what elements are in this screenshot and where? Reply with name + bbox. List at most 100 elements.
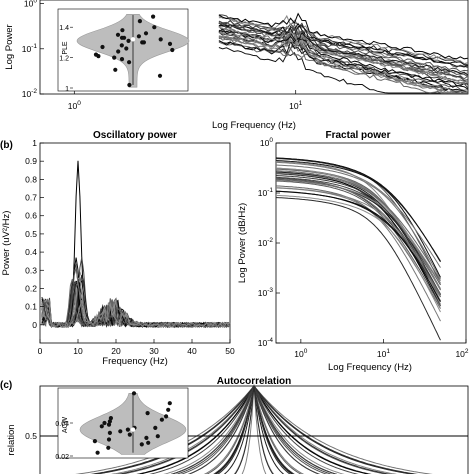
- panel-a-x-tick-label: 100: [68, 100, 81, 111]
- panel-fractal-series-line: [276, 197, 441, 341]
- panel-c-series-line: [180, 384, 328, 474]
- panel-c-title: Autocorrelation: [217, 376, 291, 387]
- panel-fractal-ticks: 100 101 102 10-4 10-3 10-2 10-1 100: [258, 137, 469, 359]
- panel-fractal-x-tick-label: 102: [455, 348, 468, 359]
- panel-c-series-line: [138, 384, 370, 474]
- panel-c-series-line: [241, 385, 267, 474]
- panel-b-series-line: [41, 303, 231, 328]
- panel-b-xlabel: Frequency (Hz): [102, 356, 167, 367]
- panel-a-inset-point: [151, 14, 156, 19]
- panel-b-x-tick-label: 30: [149, 346, 159, 356]
- panel-fractal-series-line: [275, 180, 441, 307]
- panel-b-ticks: 0 10 20 30 40 50 0 0.1 0.2 0.3 0.4 0.5 0.6 0.7 0.8 0.9 1: [25, 138, 235, 356]
- panel-a-inset-ylabel: PLE: [62, 41, 69, 55]
- panel-a-inset-point: [141, 40, 146, 45]
- panel-c-inset-point: [159, 417, 164, 422]
- panel-c-inset-ylabel: ACW: [62, 416, 69, 433]
- panel-fractal-series-line: [275, 190, 441, 303]
- panel-b-series-group: [41, 160, 231, 329]
- panel-b-y-tick-label: 0.8: [25, 174, 37, 184]
- panel-fractal-title: Fractal power: [325, 130, 390, 141]
- panel-c-inset-point: [95, 450, 100, 455]
- panel-c-inset-point: [107, 419, 112, 424]
- panel-c-series-line: [89, 385, 419, 474]
- panel-b-label: (b): [0, 140, 13, 151]
- panel-b-y-tick-label: 0.9: [25, 156, 37, 166]
- panel-a-xlabel: Log Frequency (Hz): [212, 120, 296, 131]
- panel-c-y-tick-label: 0.5: [25, 431, 37, 441]
- panel-a-inset-point: [116, 49, 121, 54]
- panel-c-inset-point: [106, 422, 112, 427]
- panel-a-inset-violin: PLE 1 1.2 1.4: [57, 8, 190, 93]
- panel-a-inset-y-tick-label: 1.2: [59, 56, 69, 63]
- panel-fractal-series-line: [275, 175, 441, 295]
- panel-c-label: (c): [0, 380, 12, 391]
- panel-c-series-line: [75, 385, 433, 474]
- panel-a-inset-median: [130, 37, 136, 42]
- panel-c-inset-point: [145, 411, 150, 416]
- panel-fractal-y-tick-label: 10-4: [258, 337, 274, 348]
- panel-c-series-line: [206, 385, 302, 474]
- panel-c-inset-point: [167, 401, 172, 406]
- panel-c-inset-point: [153, 425, 158, 430]
- panel-c-inset-point: [92, 439, 97, 444]
- panel-b-y-tick-label: 0.3: [25, 265, 37, 275]
- panel-fractal-series-line: [275, 170, 441, 281]
- panel-b-oscillatory: (b) Oscillatory power Power (uV²/Hz) Fre…: [0, 130, 235, 367]
- panel-fractal-ylabel: Log Power (dB/Hz): [237, 203, 248, 283]
- panel-c-inset-point: [106, 437, 112, 442]
- panel-b-y-tick-label: 0.1: [25, 302, 37, 312]
- panel-b-y-tick-label: 1: [32, 138, 37, 148]
- panel-b-x-tick-label: 20: [111, 346, 121, 356]
- panel-c-inset-point: [125, 427, 130, 432]
- panel-a-inset-point: [152, 25, 157, 30]
- panel-b-y-tick-label: 0: [32, 320, 37, 330]
- panel-c-inset-point: [139, 442, 144, 447]
- panel-fractal-x-tick-label: 101: [377, 348, 390, 359]
- panel-c-series-line: [203, 385, 305, 474]
- panel-b-x-tick-label: 50: [225, 346, 235, 356]
- panel-c-series-group: [40, 384, 468, 474]
- panel-c-inset-point: [131, 391, 137, 396]
- panel-a-y-tick-label: 100: [24, 0, 37, 9]
- panel-c-ticks: 0.5: [25, 431, 44, 441]
- panel-fractal-series-line: [275, 171, 441, 297]
- panel-c-series-line: [170, 384, 338, 474]
- panel-a-inset-point: [127, 60, 132, 65]
- panel-a-series-line: [218, 28, 469, 76]
- panel-fractal-series-line: [275, 194, 441, 313]
- panel-fractal-series-line: [275, 157, 441, 263]
- panel-a-inset-point: [157, 73, 163, 78]
- panel-a-series-line: [218, 12, 468, 60]
- panel-b-series-line: [41, 299, 231, 329]
- panel-fractal-x-tick-label: 100: [294, 348, 307, 359]
- panel-b-y-tick-label: 0.2: [25, 283, 37, 293]
- panel-a-inset-point: [137, 19, 142, 24]
- panel-a-series-line: [218, 29, 469, 90]
- panel-fractal-y-tick-label: 10-3: [258, 287, 274, 298]
- panel-c-inset-point: [107, 430, 112, 435]
- panel-fractal-y-tick-label: 10-1: [258, 187, 274, 198]
- panel-c-inset-point: [118, 429, 123, 434]
- panel-c-inset-point: [164, 414, 169, 419]
- panel-a-series-line: [218, 35, 468, 94]
- panel-b-x-tick-label: 10: [73, 346, 83, 356]
- panel-c-inset-point: [108, 416, 113, 421]
- panel-fractal-series-line: [276, 179, 441, 290]
- panel-c-ylabel: relation: [6, 424, 17, 455]
- panel-a-inset-point: [119, 57, 125, 62]
- panel-c-inset-point: [155, 434, 160, 439]
- panel-a-ticks: 100 101 10-2 10-1 100: [22, 0, 303, 111]
- panel-a-inset-point: [96, 54, 101, 59]
- panel-b-fractal: Fractal power Log Power (dB/Hz) Log Freq…: [237, 130, 469, 373]
- panel-c-series-line: [163, 384, 345, 474]
- panel-b-x-tick-label: 40: [187, 346, 197, 356]
- panel-fractal-y-tick-label: 10-2: [258, 237, 274, 248]
- panel-a-y-tick-label: 10-1: [22, 43, 38, 54]
- panel-a-inset-point: [167, 41, 173, 47]
- panel-a-inset-point: [170, 47, 175, 53]
- panel-c-inset-point: [106, 445, 111, 450]
- panel-c-inset-point: [102, 420, 107, 426]
- panel-a-inset-point: [119, 35, 125, 40]
